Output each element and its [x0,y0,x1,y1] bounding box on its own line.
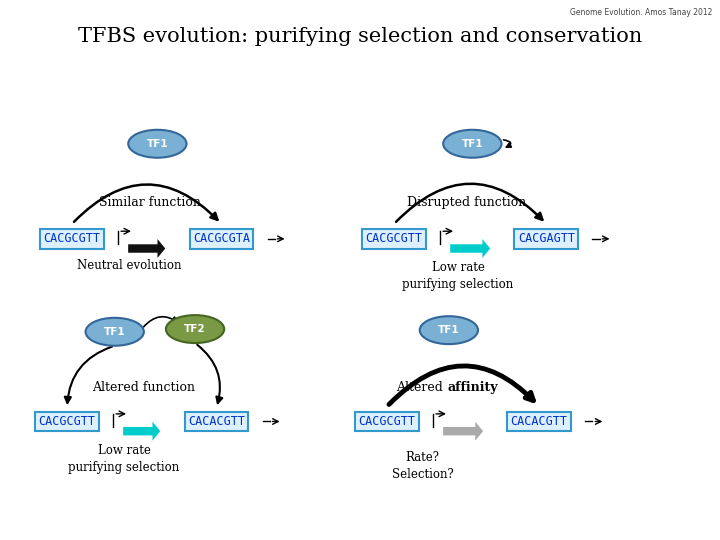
Text: CACGCGTT: CACGCGTT [366,232,423,245]
Text: CACGAGTT: CACGAGTT [518,232,575,245]
FancyArrowPatch shape [74,185,217,222]
Text: Low rate
purifying selection: Low rate purifying selection [68,444,179,474]
Text: Low rate
purifying selection: Low rate purifying selection [402,261,514,292]
Ellipse shape [166,315,224,343]
Text: TF1: TF1 [438,325,459,335]
Text: Neutral evolution: Neutral evolution [77,259,181,272]
FancyArrowPatch shape [65,347,112,403]
Text: Altered: Altered [397,381,447,394]
FancyArrowPatch shape [389,366,534,404]
Text: Disrupted function: Disrupted function [407,197,526,210]
Text: TFBS evolution: purifying selection and conservation: TFBS evolution: purifying selection and … [78,27,642,46]
Text: Similar function: Similar function [99,197,201,210]
Text: CACGCGTT: CACGCGTT [39,415,96,428]
FancyArrowPatch shape [143,316,177,327]
FancyArrowPatch shape [503,140,511,147]
Text: Genome Evolution. Amos Tanay 2012: Genome Evolution. Amos Tanay 2012 [570,8,712,17]
Text: TF1: TF1 [104,327,125,337]
Text: CACGCGTT: CACGCGTT [43,232,101,245]
Ellipse shape [128,130,186,158]
Ellipse shape [444,130,502,158]
FancyArrowPatch shape [197,345,222,403]
Text: TF1: TF1 [147,139,168,148]
Text: CACGCGTA: CACGCGTA [193,232,250,245]
Text: CACACGTT: CACACGTT [188,415,245,428]
Text: TF2: TF2 [184,324,206,334]
Text: Altered function: Altered function [91,381,194,394]
Ellipse shape [420,316,478,344]
FancyArrowPatch shape [396,184,542,222]
Text: TF1: TF1 [462,139,483,148]
Text: CACACGTT: CACACGTT [510,415,567,428]
Text: Rate?
Selection?: Rate? Selection? [392,451,454,481]
Text: CACGCGTT: CACGCGTT [359,415,415,428]
Ellipse shape [86,318,144,346]
Text: affinity: affinity [447,381,498,394]
